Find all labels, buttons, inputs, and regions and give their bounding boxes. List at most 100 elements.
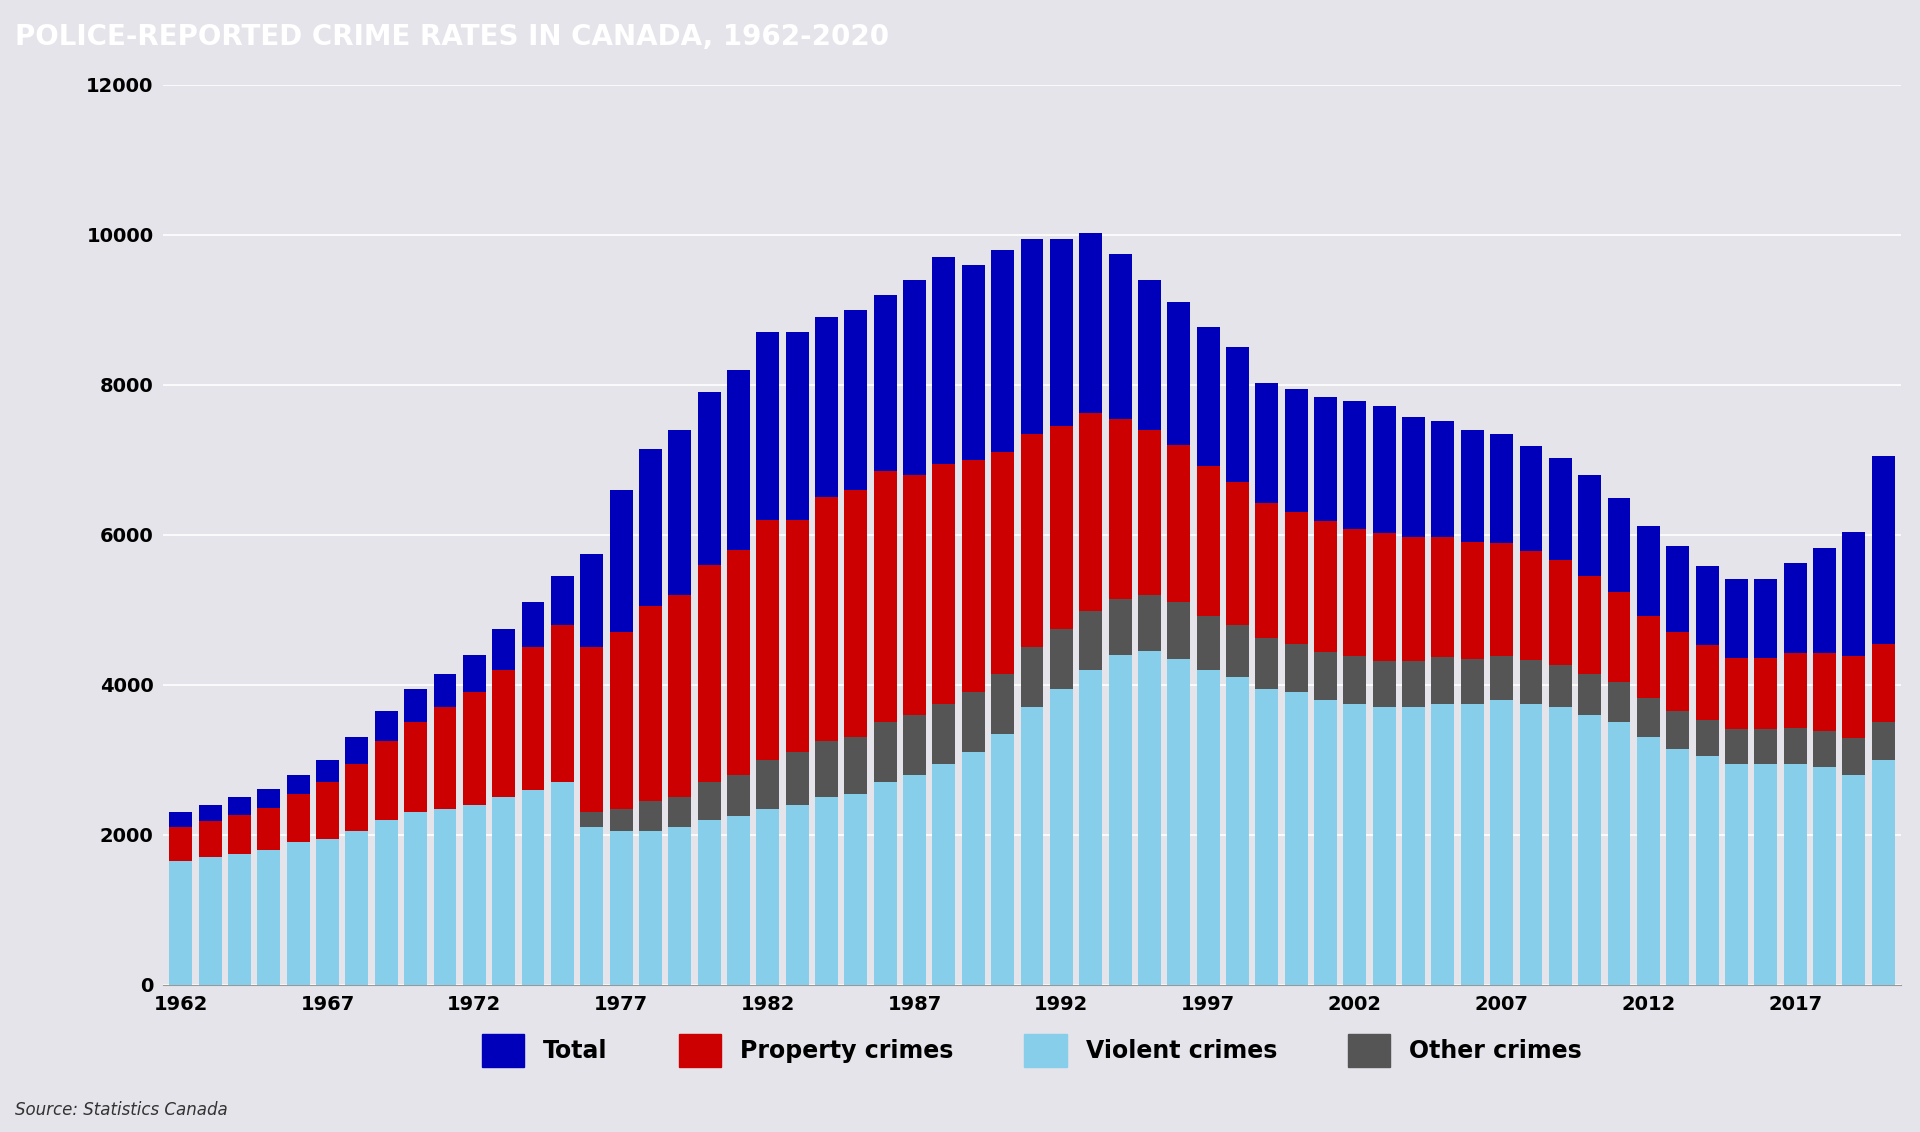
Bar bbox=[1667, 711, 1690, 748]
Bar bbox=[1050, 239, 1073, 426]
Bar bbox=[286, 794, 309, 842]
Bar bbox=[551, 625, 574, 782]
Bar bbox=[346, 737, 369, 764]
Bar bbox=[1490, 700, 1513, 985]
Bar bbox=[1021, 708, 1043, 985]
Bar bbox=[522, 648, 545, 790]
Bar bbox=[1784, 564, 1807, 653]
Bar bbox=[1256, 637, 1279, 688]
Bar bbox=[1313, 652, 1336, 700]
Bar bbox=[1196, 466, 1219, 616]
Bar bbox=[1549, 458, 1572, 559]
Bar bbox=[1344, 402, 1367, 529]
Bar bbox=[1227, 482, 1248, 625]
Bar bbox=[1578, 715, 1601, 985]
Bar bbox=[463, 654, 486, 693]
Bar bbox=[374, 820, 397, 985]
Bar bbox=[169, 827, 192, 861]
Bar bbox=[1724, 580, 1747, 658]
Bar bbox=[816, 741, 837, 797]
Bar bbox=[933, 764, 956, 985]
Legend: Total, Property crimes, Violent crimes, Other crimes: Total, Property crimes, Violent crimes, … bbox=[472, 1024, 1592, 1077]
Bar bbox=[816, 797, 837, 985]
Bar bbox=[785, 520, 808, 753]
Bar bbox=[1313, 521, 1336, 652]
Bar bbox=[1313, 700, 1336, 985]
Bar bbox=[639, 448, 662, 606]
Bar bbox=[1108, 254, 1131, 419]
Bar bbox=[492, 670, 515, 797]
Bar bbox=[1578, 475, 1601, 576]
Bar bbox=[1256, 688, 1279, 985]
Bar bbox=[346, 764, 369, 831]
Bar bbox=[785, 805, 808, 985]
Bar bbox=[1784, 764, 1807, 985]
Bar bbox=[816, 317, 837, 497]
Bar bbox=[902, 280, 925, 474]
Bar bbox=[228, 815, 252, 854]
Bar bbox=[728, 550, 751, 774]
Bar bbox=[756, 520, 780, 760]
Bar bbox=[1139, 595, 1162, 651]
Bar bbox=[1549, 559, 1572, 664]
Bar bbox=[1812, 731, 1836, 767]
Bar bbox=[1196, 616, 1219, 670]
Bar bbox=[1344, 704, 1367, 985]
Bar bbox=[1373, 533, 1396, 661]
Bar bbox=[1755, 764, 1778, 985]
Bar bbox=[169, 813, 192, 827]
Bar bbox=[1784, 653, 1807, 728]
Bar bbox=[1724, 658, 1747, 729]
Bar bbox=[1108, 599, 1131, 654]
Bar bbox=[198, 805, 221, 822]
Bar bbox=[1108, 654, 1131, 985]
Bar bbox=[639, 831, 662, 985]
Bar bbox=[580, 554, 603, 648]
Bar bbox=[1695, 645, 1718, 720]
Bar bbox=[1695, 566, 1718, 645]
Bar bbox=[1196, 670, 1219, 985]
Bar bbox=[1578, 576, 1601, 674]
Bar bbox=[1549, 664, 1572, 708]
Bar bbox=[611, 808, 632, 831]
Bar bbox=[991, 734, 1014, 985]
Bar bbox=[1638, 616, 1659, 698]
Bar bbox=[1344, 529, 1367, 657]
Bar bbox=[1284, 644, 1308, 693]
Bar bbox=[728, 370, 751, 550]
Bar bbox=[756, 760, 780, 808]
Bar bbox=[257, 789, 280, 808]
Bar bbox=[1227, 625, 1248, 677]
Bar bbox=[962, 265, 985, 460]
Bar bbox=[1461, 704, 1484, 985]
Bar bbox=[1812, 548, 1836, 653]
Bar bbox=[697, 820, 720, 985]
Bar bbox=[668, 827, 691, 985]
Bar bbox=[933, 257, 956, 464]
Bar bbox=[1079, 413, 1102, 611]
Bar bbox=[374, 741, 397, 820]
Bar bbox=[962, 460, 985, 693]
Bar bbox=[198, 822, 221, 857]
Bar bbox=[962, 753, 985, 985]
Bar bbox=[1843, 738, 1866, 774]
Bar bbox=[902, 715, 925, 774]
Bar bbox=[1872, 456, 1895, 644]
Bar bbox=[1432, 657, 1453, 704]
Bar bbox=[611, 831, 632, 985]
Bar bbox=[1607, 592, 1630, 681]
Bar bbox=[1284, 388, 1308, 513]
Bar bbox=[317, 839, 340, 985]
Bar bbox=[1050, 426, 1073, 628]
Bar bbox=[1843, 774, 1866, 985]
Bar bbox=[1402, 708, 1425, 985]
Bar bbox=[1638, 526, 1659, 616]
Bar bbox=[1373, 708, 1396, 985]
Bar bbox=[611, 490, 632, 633]
Bar bbox=[257, 850, 280, 985]
Bar bbox=[1108, 419, 1131, 599]
Text: Source: Statistics Canada: Source: Statistics Canada bbox=[15, 1101, 228, 1120]
Bar bbox=[1549, 708, 1572, 985]
Bar bbox=[1638, 698, 1659, 737]
Bar bbox=[1167, 445, 1190, 602]
